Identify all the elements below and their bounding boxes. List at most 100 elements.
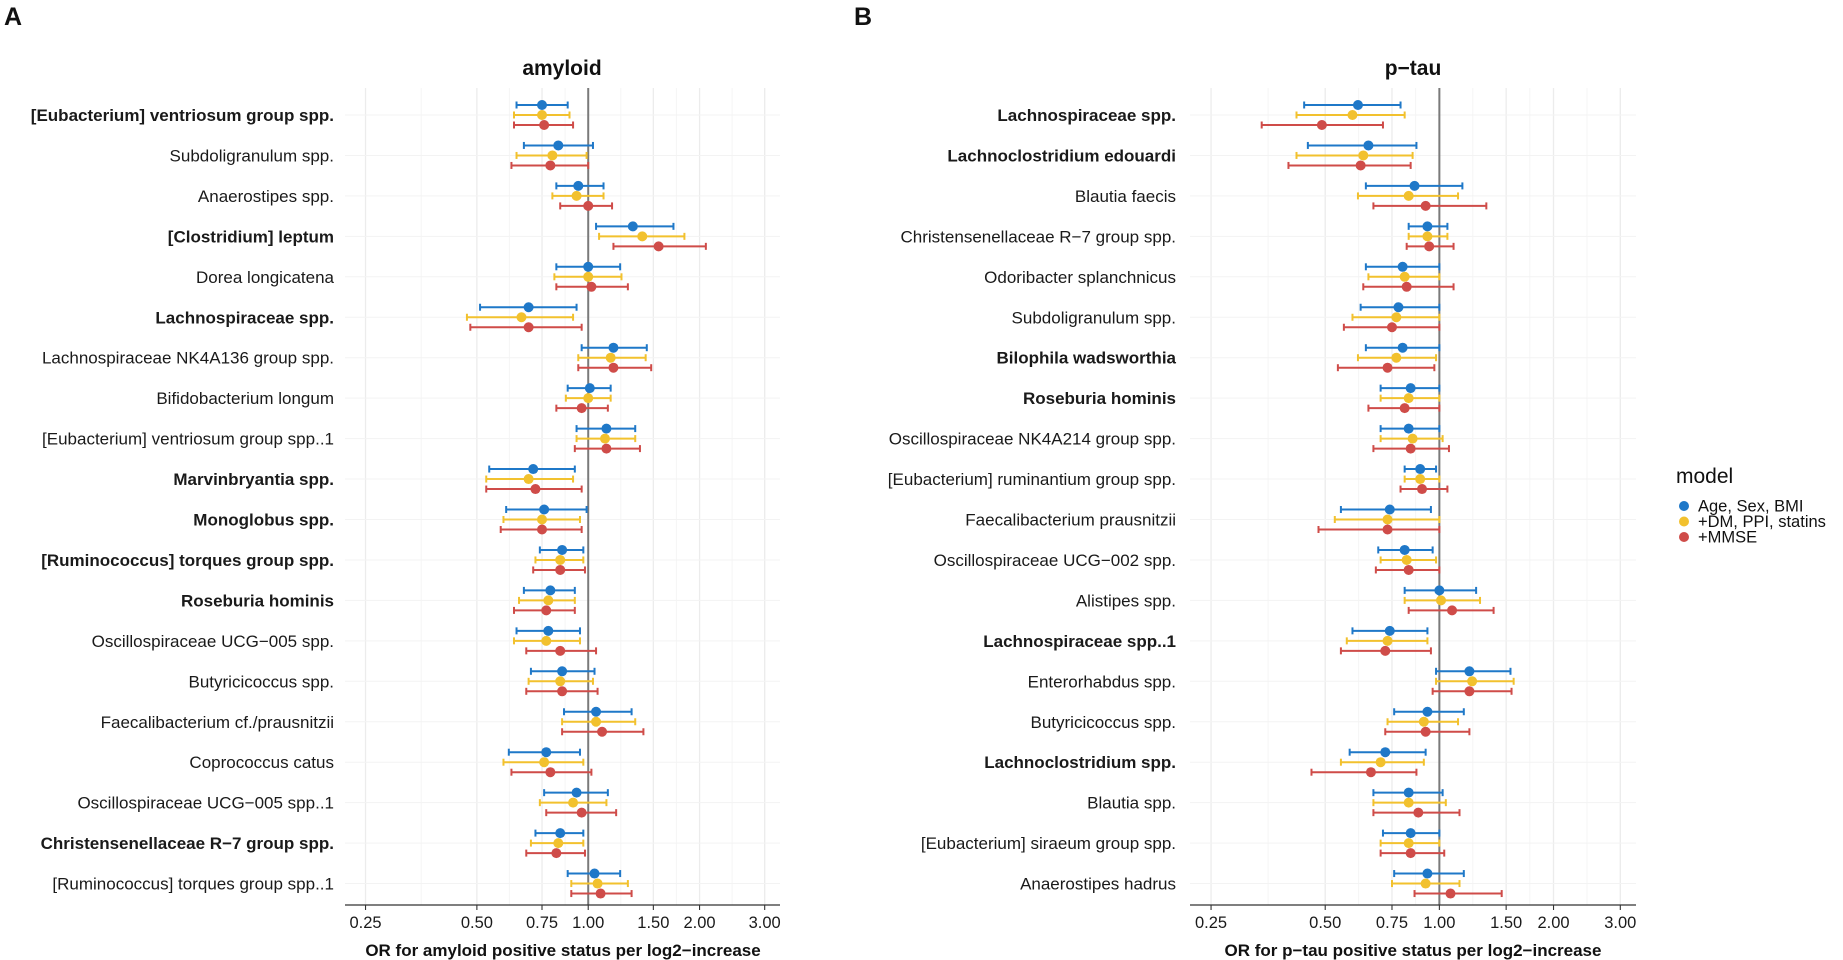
point-estimate: [653, 241, 664, 252]
row-label: Roseburia hominis: [1023, 389, 1176, 408]
point-estimate: [541, 747, 552, 758]
point-estimate: [547, 150, 558, 161]
row-label: Dorea longicatena: [196, 268, 335, 287]
row-label: Blautia spp.: [1087, 794, 1176, 813]
point-estimate: [1382, 635, 1393, 646]
point-estimate: [1407, 433, 1418, 444]
point-estimate: [1382, 362, 1393, 373]
x-tick-label: 2.00: [683, 914, 715, 932]
row-label: Subdoligranulum spp.: [1012, 308, 1176, 327]
point-estimate: [1358, 150, 1369, 161]
point-estimate: [1401, 281, 1412, 292]
point-estimate: [592, 878, 603, 889]
x-tick-label: 0.50: [461, 914, 493, 932]
point-estimate: [571, 787, 582, 798]
point-estimate: [1316, 120, 1327, 130]
row-label: Anaerostipes spp.: [198, 187, 334, 206]
row-label: Oscillospiraceae UCG−005 spp..1: [77, 794, 334, 813]
point-estimate: [1401, 554, 1412, 565]
point-estimate: [1464, 666, 1475, 677]
point-estimate: [1422, 868, 1433, 879]
row-label: Marvinbryantia spp.: [173, 470, 334, 489]
x-tick-label: 1.50: [637, 914, 669, 932]
legend-label: +MMSE: [1698, 529, 1757, 547]
point-estimate: [1417, 484, 1428, 495]
row-label: Oscillospiraceae UCG−002 spp.: [934, 551, 1176, 570]
point-estimate: [537, 100, 548, 110]
point-estimate: [539, 757, 550, 768]
point-estimate: [597, 726, 608, 737]
legend-items: Age, Sex, BMI+DM, PPI, statins+MMSE: [1679, 498, 1826, 547]
point-estimate: [539, 120, 550, 130]
point-estimate: [1399, 403, 1410, 414]
x-tick-label: 0.25: [1195, 914, 1227, 932]
point-estimate: [545, 585, 556, 596]
point-estimate: [1380, 645, 1391, 656]
row-label: Alistipes spp.: [1076, 591, 1176, 610]
legend-key: [1679, 532, 1689, 542]
row-label: [Eubacterium] siraeum group spp.: [921, 834, 1176, 853]
point-estimate: [537, 524, 548, 535]
x-axis-label: OR for p−tau positive status per log2−in…: [1225, 941, 1602, 960]
point-estimate: [1355, 160, 1366, 171]
point-estimate: [1415, 464, 1426, 475]
point-estimate: [1424, 241, 1435, 252]
point-estimate: [1375, 757, 1386, 768]
point-estimate: [543, 595, 554, 606]
point-estimate: [1347, 110, 1358, 120]
point-estimate: [1363, 140, 1374, 151]
point-estimate: [551, 848, 562, 859]
row-label: Roseburia hominis: [181, 591, 334, 610]
point-estimate: [516, 312, 527, 323]
x-tick-label: 2.00: [1537, 914, 1569, 932]
row-label: Coprococcus catus: [189, 753, 334, 772]
point-estimate: [1415, 474, 1426, 485]
legend-key: [1679, 501, 1689, 511]
point-estimate: [601, 443, 612, 454]
x-tick-label: 0.75: [526, 914, 558, 932]
point-estimate: [605, 352, 616, 363]
point-estimate: [1399, 271, 1410, 282]
point-estimate: [523, 322, 534, 333]
point-estimate: [584, 383, 595, 394]
row-label: Oscillospiraceae UCG−005 spp.: [92, 632, 334, 651]
point-estimate: [1418, 716, 1429, 727]
point-estimate: [591, 716, 602, 727]
point-estimate: [557, 666, 568, 677]
point-estimate: [573, 180, 584, 191]
x-tick-label: 3.00: [749, 914, 781, 932]
legend-label: Age, Sex, BMI: [1698, 498, 1803, 516]
point-estimate: [1403, 797, 1414, 808]
point-estimate: [1405, 383, 1416, 394]
point-estimate: [555, 676, 566, 687]
point-estimate: [595, 888, 606, 899]
x-tick-label: 0.50: [1309, 914, 1341, 932]
row-label: Odoribacter splanchnicus: [984, 268, 1176, 287]
point-estimate: [545, 160, 556, 171]
point-estimate: [1434, 585, 1445, 596]
point-estimate: [571, 190, 582, 201]
point-estimate: [523, 474, 534, 485]
row-label: [Ruminococcus] torques group spp..1: [52, 875, 334, 894]
point-estimate: [1403, 190, 1414, 201]
point-estimate: [1384, 625, 1395, 636]
point-estimate: [576, 807, 587, 818]
row-label: Butyricicoccus spp.: [1031, 713, 1177, 732]
point-estimate: [545, 767, 556, 778]
point-estimate: [576, 403, 587, 414]
point-estimate: [539, 504, 550, 515]
point-estimate: [555, 564, 566, 575]
point-estimate: [583, 393, 594, 404]
point-estimate: [1397, 342, 1408, 353]
row-label: Anaerostipes hadrus: [1020, 875, 1176, 894]
point-estimate: [543, 625, 554, 636]
row-label: Lachnospiraceae NK4A136 group spp.: [42, 349, 334, 368]
row-label: Monoglobus spp.: [193, 511, 334, 530]
point-estimate: [1403, 564, 1414, 575]
point-estimate: [1365, 767, 1376, 778]
point-estimate: [586, 281, 597, 292]
panel-letter: B: [854, 3, 872, 31]
point-estimate: [1464, 686, 1475, 697]
point-estimate: [1403, 393, 1414, 404]
